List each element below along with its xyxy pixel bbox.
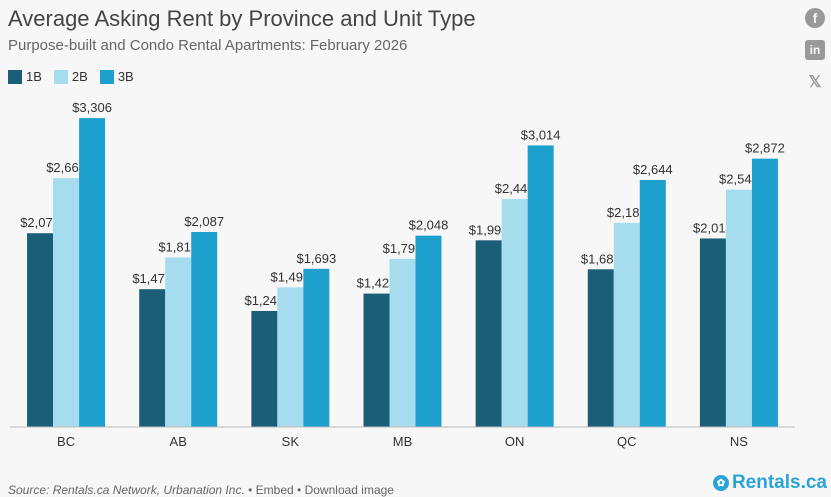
bullet-sep: •: [297, 483, 305, 497]
x-tick-label: ON: [505, 434, 525, 449]
brand-logo[interactable]: ✿ Rentals.ca: [712, 472, 827, 494]
bar-ab-3b[interactable]: [191, 232, 218, 427]
data-label: $2,185: [607, 205, 647, 220]
bar-ns-3b[interactable]: [751, 158, 778, 427]
bar-on-2b[interactable]: [501, 199, 528, 427]
data-label: $1,688: [581, 251, 621, 266]
data-label: $3,306: [72, 100, 112, 115]
legend-label-1b: 1B: [26, 69, 42, 84]
bar-on-1b[interactable]: [475, 240, 502, 427]
data-label: $2,087: [184, 214, 224, 229]
x-tick-label: MB: [393, 434, 413, 449]
x-tick-label: BC: [57, 434, 75, 449]
data-label: $1,495: [270, 269, 310, 284]
data-label: $2,048: [409, 218, 449, 233]
data-label: $3,014: [521, 127, 561, 142]
bar-mb-1b[interactable]: [363, 293, 390, 427]
chart-title: Average Asking Rent by Province and Unit…: [8, 6, 476, 31]
bar-qc-2b[interactable]: [613, 222, 640, 427]
legend-label-3b: 3B: [117, 69, 134, 84]
data-label: $1,475: [132, 271, 172, 286]
bar-ns-1b[interactable]: [699, 238, 726, 427]
bar-mb-3b[interactable]: [415, 235, 442, 427]
facebook-icon[interactable]: f: [805, 8, 825, 28]
data-label: $2,664: [46, 160, 86, 175]
data-label: $2,644: [633, 162, 673, 177]
bar-bc-3b[interactable]: [79, 118, 106, 427]
legend-swatch-2b: [53, 69, 68, 84]
data-label: $1,998: [469, 222, 509, 237]
legend-item-3b[interactable]: 3B: [99, 69, 134, 84]
legend-item-1b[interactable]: 1B: [8, 69, 42, 84]
bar-on-3b[interactable]: [527, 145, 554, 427]
x-tick-label: SK: [282, 434, 300, 449]
data-label: $1,428: [357, 276, 397, 291]
embed-link[interactable]: Embed: [255, 483, 294, 497]
bar-sk-3b[interactable]: [303, 268, 330, 427]
bar-bc-2b[interactable]: [53, 178, 80, 427]
bar-sk-1b[interactable]: [251, 310, 278, 427]
x-tick-label: QC: [617, 434, 637, 449]
data-label: $2,074: [20, 215, 60, 230]
social-share: f in 𝕏: [805, 8, 825, 92]
bar-mb-2b[interactable]: [389, 258, 416, 427]
data-label: $1,815: [158, 239, 198, 254]
bullet-sep: •: [248, 483, 256, 497]
source-note: Source: Rentals.ca Network, Urbanation I…: [8, 483, 245, 497]
bar-bc-1b[interactable]: [27, 233, 54, 427]
x-tick-label: NS: [730, 434, 748, 449]
data-label: $2,440: [495, 181, 535, 196]
bar-ab-2b[interactable]: [165, 257, 192, 427]
data-label: $1,693: [296, 251, 336, 266]
bar-chart: $2,074 $2,664 $3,306 BC $1,475 $1,815 $2,087 AB…: [10, 100, 795, 449]
bar-sk-2b[interactable]: [277, 287, 304, 427]
x-icon[interactable]: 𝕏: [808, 74, 822, 91]
legend-label-2b: 2B: [71, 69, 88, 84]
bar-qc-1b[interactable]: [587, 269, 614, 427]
bar-ns-2b[interactable]: [725, 189, 752, 427]
data-label: $2,540: [719, 172, 759, 187]
bar-ab-1b[interactable]: [139, 289, 166, 427]
bar-qc-3b[interactable]: [639, 179, 666, 427]
data-label: $1,242: [244, 293, 284, 308]
data-label: $2,018: [693, 220, 733, 235]
maple-leaf-icon: ✿: [712, 475, 729, 491]
data-label: $2,872: [745, 141, 785, 156]
brand-name: Rentals.ca: [731, 472, 827, 493]
legend: 1B 2B 3B: [8, 69, 134, 84]
chart-subtitle: Purpose-built and Condo Rental Apartment…: [8, 37, 408, 54]
footer: Source: Rentals.ca Network, Urbanation I…: [8, 483, 394, 497]
linkedin-icon[interactable]: in: [805, 40, 825, 60]
legend-item-2b[interactable]: 2B: [53, 69, 88, 84]
data-label: $1,799: [383, 241, 423, 256]
legend-swatch-3b: [99, 69, 114, 84]
x-tick-label: AB: [170, 434, 187, 449]
download-image-link[interactable]: Download image: [304, 483, 394, 497]
legend-swatch-1b: [8, 69, 22, 84]
